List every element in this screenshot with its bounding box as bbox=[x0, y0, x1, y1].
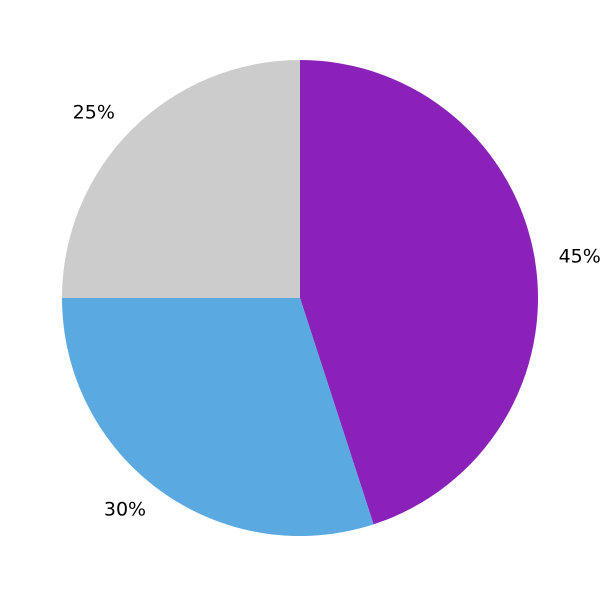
pie-slice-30% bbox=[62, 298, 374, 536]
pie-label-blue-slice: 30% bbox=[103, 498, 147, 521]
pie-slice-25% bbox=[62, 60, 300, 298]
pie-label-purple-slice: 45% bbox=[558, 245, 600, 268]
pie-label-gray-slice: 25% bbox=[72, 101, 115, 124]
pie-slice-45% bbox=[300, 60, 538, 525]
